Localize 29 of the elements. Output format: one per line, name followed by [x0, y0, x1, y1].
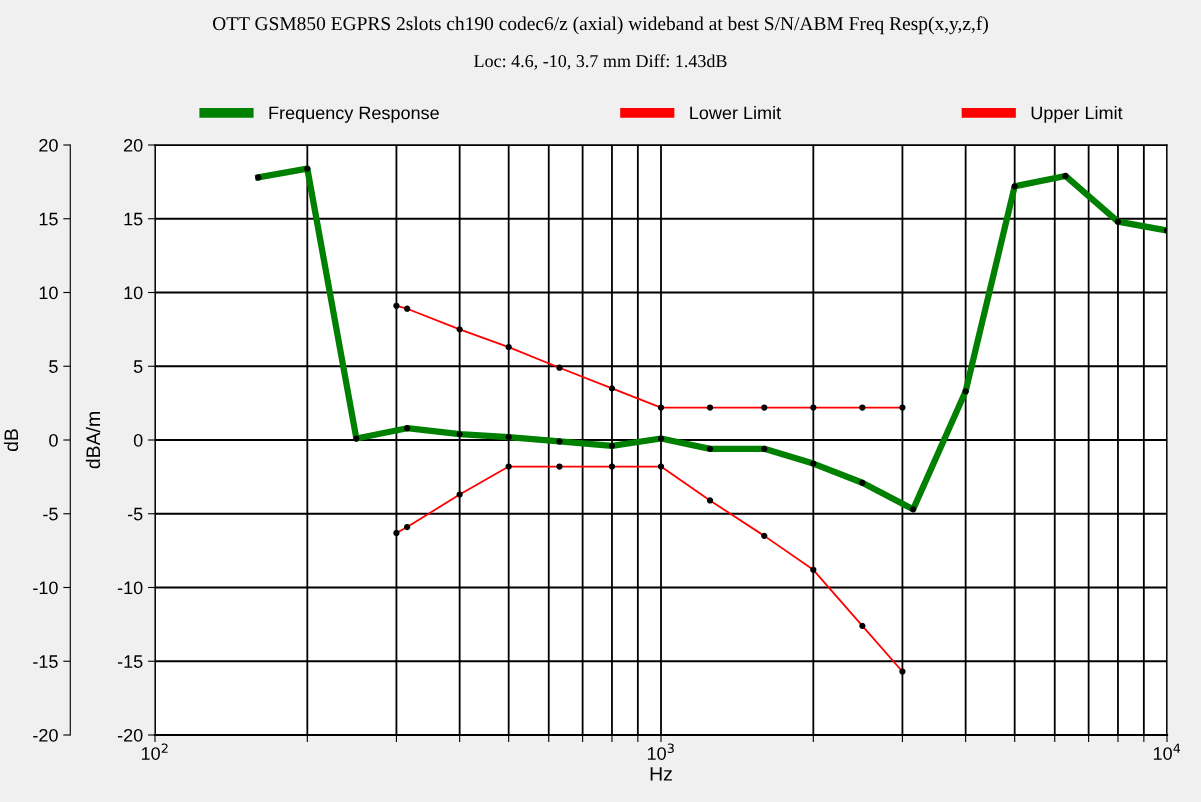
y2-tick-label: 15 — [124, 212, 143, 226]
y-tick-label: 20 — [39, 138, 58, 152]
x-axis-title: Hz — [650, 767, 672, 781]
y-tick-label: 10 — [39, 286, 58, 300]
y2-tick-label: -15 — [117, 655, 143, 668]
legend-label: Lower Limit — [690, 106, 781, 120]
y2-tick-label: -10 — [117, 581, 143, 595]
chart-subtitle: Loc: 4.6, -10, 3.7 mm Diff: 1.43dB — [474, 54, 727, 70]
legend-label: Frequency Response — [269, 106, 439, 123]
y-tick-label: 15 — [39, 212, 58, 226]
chart-title: OTT GSM850 EGPRS 2slots ch190 codec6/z (axial) wideband at best S/N/ABM Freq Resp(x,y,z,f) — [212, 16, 988, 35]
y-axis-title: dB — [3, 429, 19, 452]
y-tick-label: 5 — [49, 360, 58, 373]
y2-tick-label: 20 — [124, 138, 143, 152]
y-tick-label: -15 — [33, 655, 58, 668]
y2-tick-label: 5 — [133, 360, 143, 373]
y-tick-label: 0 — [49, 433, 58, 447]
legend-label: Upper Limit — [1031, 106, 1123, 123]
y-tick-label: -20 — [33, 728, 58, 742]
y-tick-label: -5 — [43, 507, 58, 521]
y2-axis-title: dBA/m — [85, 412, 101, 469]
y2-tick-label: -5 — [127, 507, 143, 521]
y-tick-label: -10 — [33, 581, 58, 595]
y2-tick-label: 10 — [124, 286, 143, 300]
x-tick-label: 10$^{2}$ — [141, 743, 168, 760]
x-tick-label: 10$^{3}$ — [647, 743, 674, 760]
x-tick-label: 10$^{4}$ — [1153, 743, 1181, 760]
y2-tick-label: -20 — [117, 728, 143, 742]
y2-tick-label: 0 — [133, 433, 143, 447]
